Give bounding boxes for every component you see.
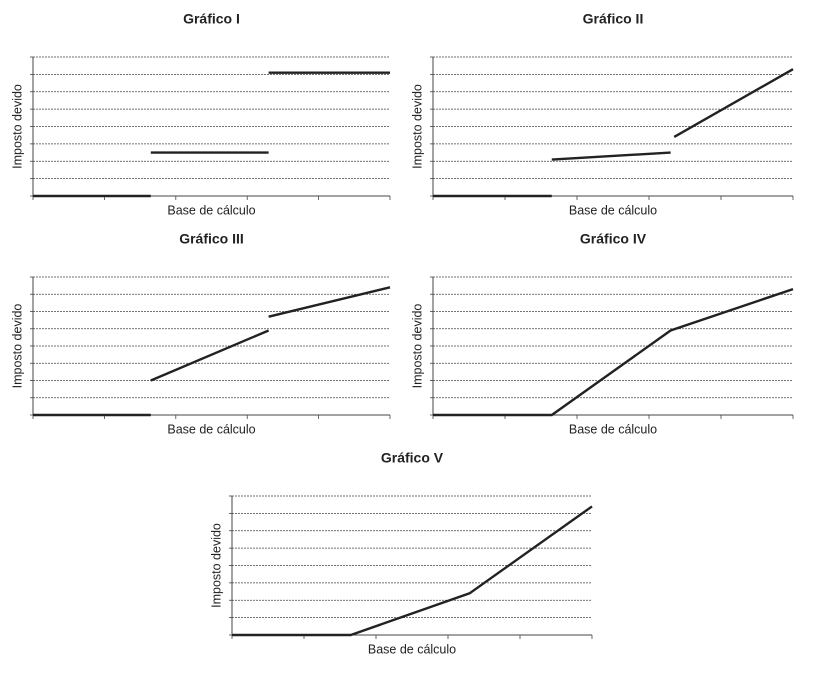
chart-title: Gráfico IV bbox=[580, 231, 647, 247]
x-axis-label: Base de cálculo bbox=[569, 422, 657, 436]
y-axis-label: Imposto devido bbox=[410, 304, 424, 389]
line-segment bbox=[551, 151, 671, 161]
line-segment bbox=[268, 286, 391, 318]
x-axis-label: Base de cálculo bbox=[167, 422, 255, 436]
line-segment bbox=[232, 505, 593, 637]
line-segment bbox=[150, 329, 270, 382]
y-axis-label: Imposto devido bbox=[10, 84, 24, 169]
chart-title: Gráfico V bbox=[381, 450, 444, 466]
chart-title: Gráfico II bbox=[583, 11, 644, 27]
line-segment bbox=[433, 287, 794, 417]
y-axis-label: Imposto devido bbox=[10, 304, 24, 389]
y-axis-label: Imposto devido bbox=[410, 84, 424, 169]
x-axis-label: Base de cálculo bbox=[569, 203, 657, 217]
y-axis-label: Imposto devido bbox=[209, 523, 223, 608]
x-axis-label: Base de cálculo bbox=[167, 203, 255, 217]
chart-title: Gráfico III bbox=[179, 231, 244, 247]
chart-title: Gráfico I bbox=[183, 11, 240, 27]
line-segment bbox=[673, 68, 794, 138]
x-axis-label: Base de cálculo bbox=[368, 642, 456, 656]
